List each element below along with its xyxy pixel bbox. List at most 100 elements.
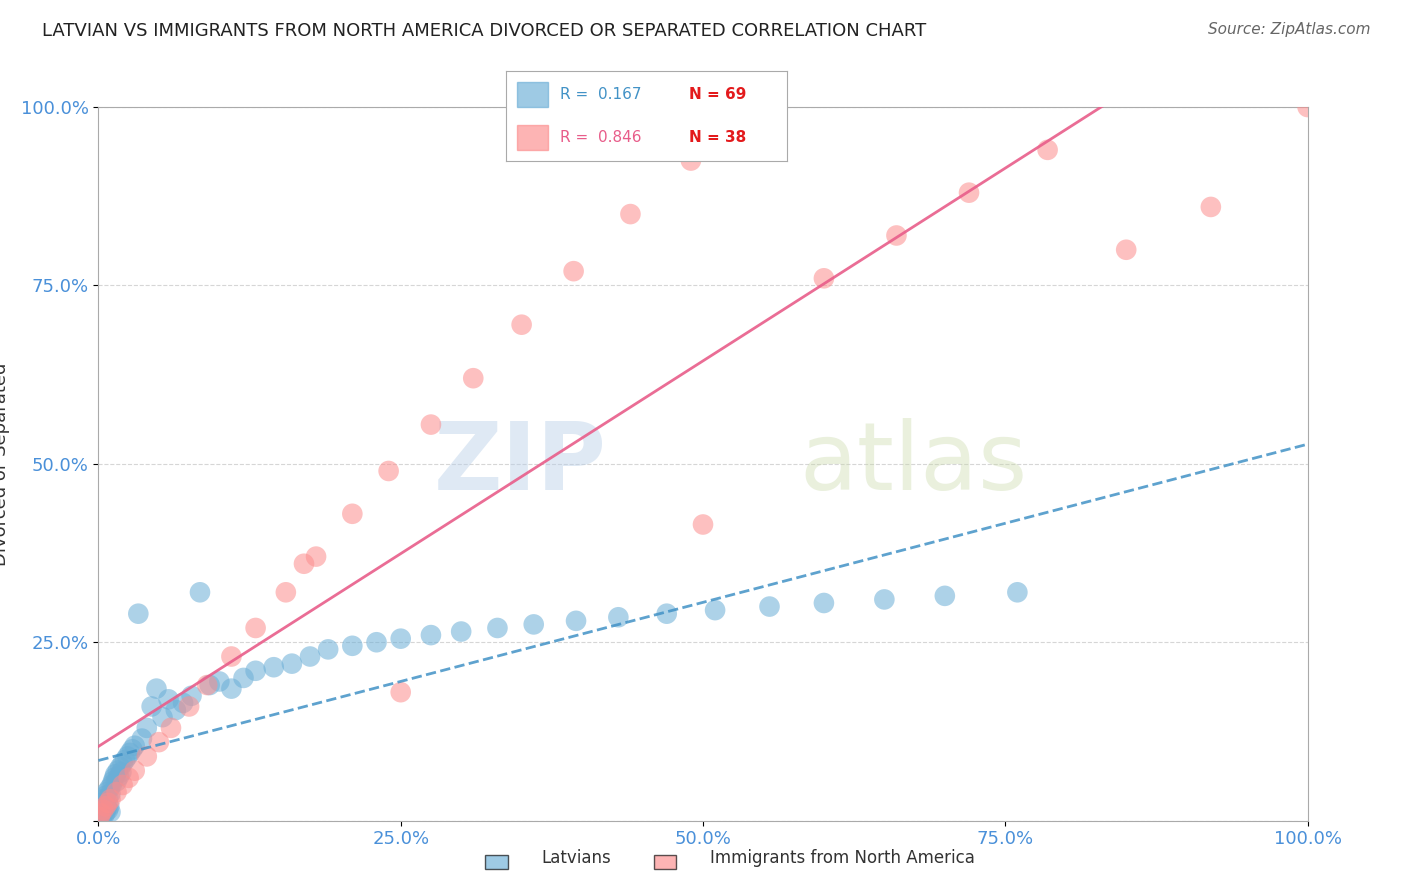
Point xyxy=(389,685,412,699)
Point xyxy=(100,805,122,819)
Point xyxy=(91,810,114,824)
Point xyxy=(124,739,146,753)
Point xyxy=(108,769,131,783)
Point xyxy=(934,589,956,603)
Point xyxy=(523,617,546,632)
Point xyxy=(111,756,134,771)
Point xyxy=(245,664,267,678)
Point xyxy=(281,657,304,671)
Point xyxy=(463,371,485,385)
Text: atlas: atlas xyxy=(800,417,1028,510)
Point xyxy=(98,781,121,796)
Point xyxy=(94,789,117,803)
Point xyxy=(758,599,780,614)
Point xyxy=(105,774,128,789)
Point xyxy=(89,810,111,824)
Point xyxy=(195,678,218,692)
Point xyxy=(679,153,702,168)
Point xyxy=(121,742,143,756)
Point xyxy=(188,585,211,599)
Point xyxy=(90,806,112,821)
Point xyxy=(135,721,157,735)
Point xyxy=(1007,585,1029,599)
Point xyxy=(747,107,769,121)
Text: N = 69: N = 69 xyxy=(689,87,747,102)
Point xyxy=(93,797,115,812)
Text: R =  0.167: R = 0.167 xyxy=(560,87,641,102)
Point xyxy=(607,610,630,624)
Y-axis label: Divorced or Separated: Divorced or Separated xyxy=(0,362,10,566)
Point xyxy=(107,764,129,778)
Point xyxy=(655,607,678,621)
Point xyxy=(342,639,364,653)
Point xyxy=(292,557,315,571)
Point xyxy=(94,805,117,819)
Point xyxy=(420,628,443,642)
Point xyxy=(619,207,641,221)
Bar xyxy=(517,82,548,107)
Point xyxy=(316,642,339,657)
Point xyxy=(98,799,121,814)
Point xyxy=(89,813,111,827)
Text: N = 38: N = 38 xyxy=(689,130,747,145)
Point xyxy=(97,790,120,805)
Point xyxy=(245,621,267,635)
Point xyxy=(118,746,141,760)
Point xyxy=(565,614,588,628)
Point xyxy=(221,681,243,696)
Point xyxy=(108,760,131,774)
Point xyxy=(342,507,364,521)
Point xyxy=(562,264,585,278)
Point xyxy=(813,596,835,610)
Point xyxy=(1115,243,1137,257)
Point xyxy=(141,699,163,714)
Bar xyxy=(517,125,548,150)
Point xyxy=(198,678,221,692)
Point xyxy=(117,749,139,764)
Point xyxy=(100,792,122,806)
Point xyxy=(510,318,533,332)
Text: R =  0.846: R = 0.846 xyxy=(560,130,641,145)
Point xyxy=(127,607,149,621)
Point xyxy=(1036,143,1059,157)
Point xyxy=(96,785,118,799)
Point xyxy=(124,764,146,778)
Point xyxy=(104,767,127,781)
Point xyxy=(101,774,124,789)
Point xyxy=(179,699,201,714)
Point xyxy=(420,417,443,432)
Point xyxy=(366,635,388,649)
Text: ZIP: ZIP xyxy=(433,417,606,510)
Point xyxy=(91,796,114,810)
Point xyxy=(180,689,202,703)
Point xyxy=(131,731,153,746)
Point xyxy=(704,603,727,617)
Point xyxy=(111,778,134,792)
Point xyxy=(91,806,114,821)
Point xyxy=(152,710,174,724)
Text: Immigrants from North America: Immigrants from North America xyxy=(710,848,974,866)
Point xyxy=(110,765,132,780)
Point xyxy=(957,186,980,200)
Point xyxy=(450,624,472,639)
Point xyxy=(96,801,118,815)
Point xyxy=(100,778,122,792)
Point xyxy=(157,692,180,706)
Point xyxy=(274,585,297,599)
Point xyxy=(263,660,285,674)
Point xyxy=(94,799,117,814)
Point xyxy=(118,771,141,785)
Point xyxy=(873,592,896,607)
Point xyxy=(97,796,120,810)
Point xyxy=(100,787,122,801)
Point xyxy=(377,464,399,478)
Point xyxy=(232,671,254,685)
Point xyxy=(91,792,114,806)
Point xyxy=(886,228,908,243)
Point xyxy=(160,721,183,735)
Point xyxy=(221,649,243,664)
Point xyxy=(1296,100,1319,114)
Point xyxy=(97,803,120,817)
Point xyxy=(389,632,412,646)
Point xyxy=(93,808,115,822)
